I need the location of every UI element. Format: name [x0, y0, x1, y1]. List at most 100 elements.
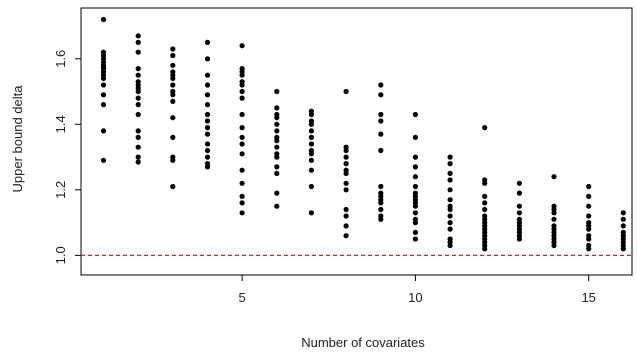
data-point: [100, 82, 107, 88]
data-point: [170, 75, 176, 81]
data-point: [343, 170, 349, 176]
data-point: [308, 183, 314, 190]
data-point: [412, 111, 418, 118]
data-point: [204, 164, 211, 170]
data-point: [135, 134, 141, 140]
data-point: [135, 144, 141, 150]
data-point: [308, 121, 314, 127]
data-point: [135, 95, 141, 101]
data-point: [516, 190, 523, 196]
data-point: [170, 82, 176, 88]
data-point: [308, 141, 314, 147]
data-point: [412, 220, 418, 226]
data-point: [239, 125, 245, 131]
data-point: [378, 200, 384, 206]
data-point: [239, 82, 245, 88]
x-tick-label: 15: [581, 290, 595, 305]
data-point: [274, 190, 280, 196]
data-point: [308, 128, 314, 134]
data-point: [447, 220, 453, 226]
data-point: [274, 154, 280, 160]
data-point: [343, 187, 349, 193]
data-point: [204, 131, 211, 137]
data-point: [204, 82, 211, 88]
data-point: [100, 75, 107, 81]
data-point: [343, 223, 349, 229]
data-point: [482, 246, 488, 252]
data-point: [170, 92, 176, 98]
data-point: [239, 193, 245, 199]
data-point: [343, 213, 349, 219]
data-point: [620, 223, 626, 229]
data-point: [586, 226, 592, 232]
data-point: [412, 210, 418, 216]
data-point: [135, 128, 141, 134]
data-point: [586, 193, 592, 199]
data-point: [412, 154, 418, 160]
data-point: [308, 111, 314, 118]
data-point: [586, 183, 592, 190]
data-point: [204, 56, 211, 62]
x-axis-label: Number of covariates: [301, 335, 425, 350]
data-point: [274, 144, 280, 150]
data-point: [135, 66, 141, 72]
data-point: [551, 210, 557, 216]
data-point: [170, 46, 176, 52]
data-point: [135, 49, 141, 55]
data-point: [100, 16, 107, 23]
data-point: [586, 203, 592, 209]
data-point: [412, 183, 418, 190]
data-point: [204, 39, 211, 46]
data-point: [586, 246, 592, 252]
data-point: [378, 82, 384, 88]
data-point: [516, 180, 523, 186]
data-point: [239, 167, 245, 173]
y-axis-label: Upper bound delta: [10, 85, 25, 193]
data-point: [274, 138, 280, 144]
data-point: [551, 174, 557, 180]
data-point: [412, 164, 418, 170]
data-point: [274, 203, 280, 209]
data-point: [378, 216, 384, 222]
data-point: [482, 180, 488, 186]
data-point: [135, 111, 141, 118]
data-point: [308, 167, 314, 173]
data-point: [204, 147, 211, 154]
data-point: [239, 72, 245, 78]
data-point: [447, 154, 453, 160]
data-point: [239, 134, 245, 140]
data-point: [378, 183, 384, 190]
data-point: [412, 229, 418, 235]
data-point: [586, 236, 592, 242]
data-point: [170, 183, 176, 190]
data-point: [447, 226, 453, 232]
data-point: [204, 125, 211, 131]
data-point: [204, 102, 211, 108]
data-point: [447, 197, 453, 203]
data-point: [274, 128, 280, 134]
data-point: [412, 174, 418, 180]
data-point: [170, 52, 176, 59]
data-point: [308, 210, 314, 216]
data-point: [100, 157, 107, 163]
data-point: [204, 118, 211, 124]
data-point: [100, 92, 107, 98]
data-point: [274, 164, 280, 170]
data-point: [551, 242, 557, 249]
x-tick-label: 10: [408, 290, 422, 305]
data-point: [447, 206, 453, 213]
data-point: [412, 134, 418, 140]
data-point: [378, 118, 384, 124]
data-point: [204, 92, 211, 98]
data-point: [447, 177, 453, 183]
data-point: [239, 95, 245, 101]
data-point: [516, 236, 523, 242]
data-point: [343, 180, 349, 186]
data-point: [274, 115, 280, 121]
data-point: [343, 206, 349, 213]
data-point: [239, 141, 245, 147]
data-point: [100, 102, 107, 108]
data-point: [551, 216, 557, 222]
data-point: [378, 131, 384, 137]
data-point: [274, 88, 280, 95]
